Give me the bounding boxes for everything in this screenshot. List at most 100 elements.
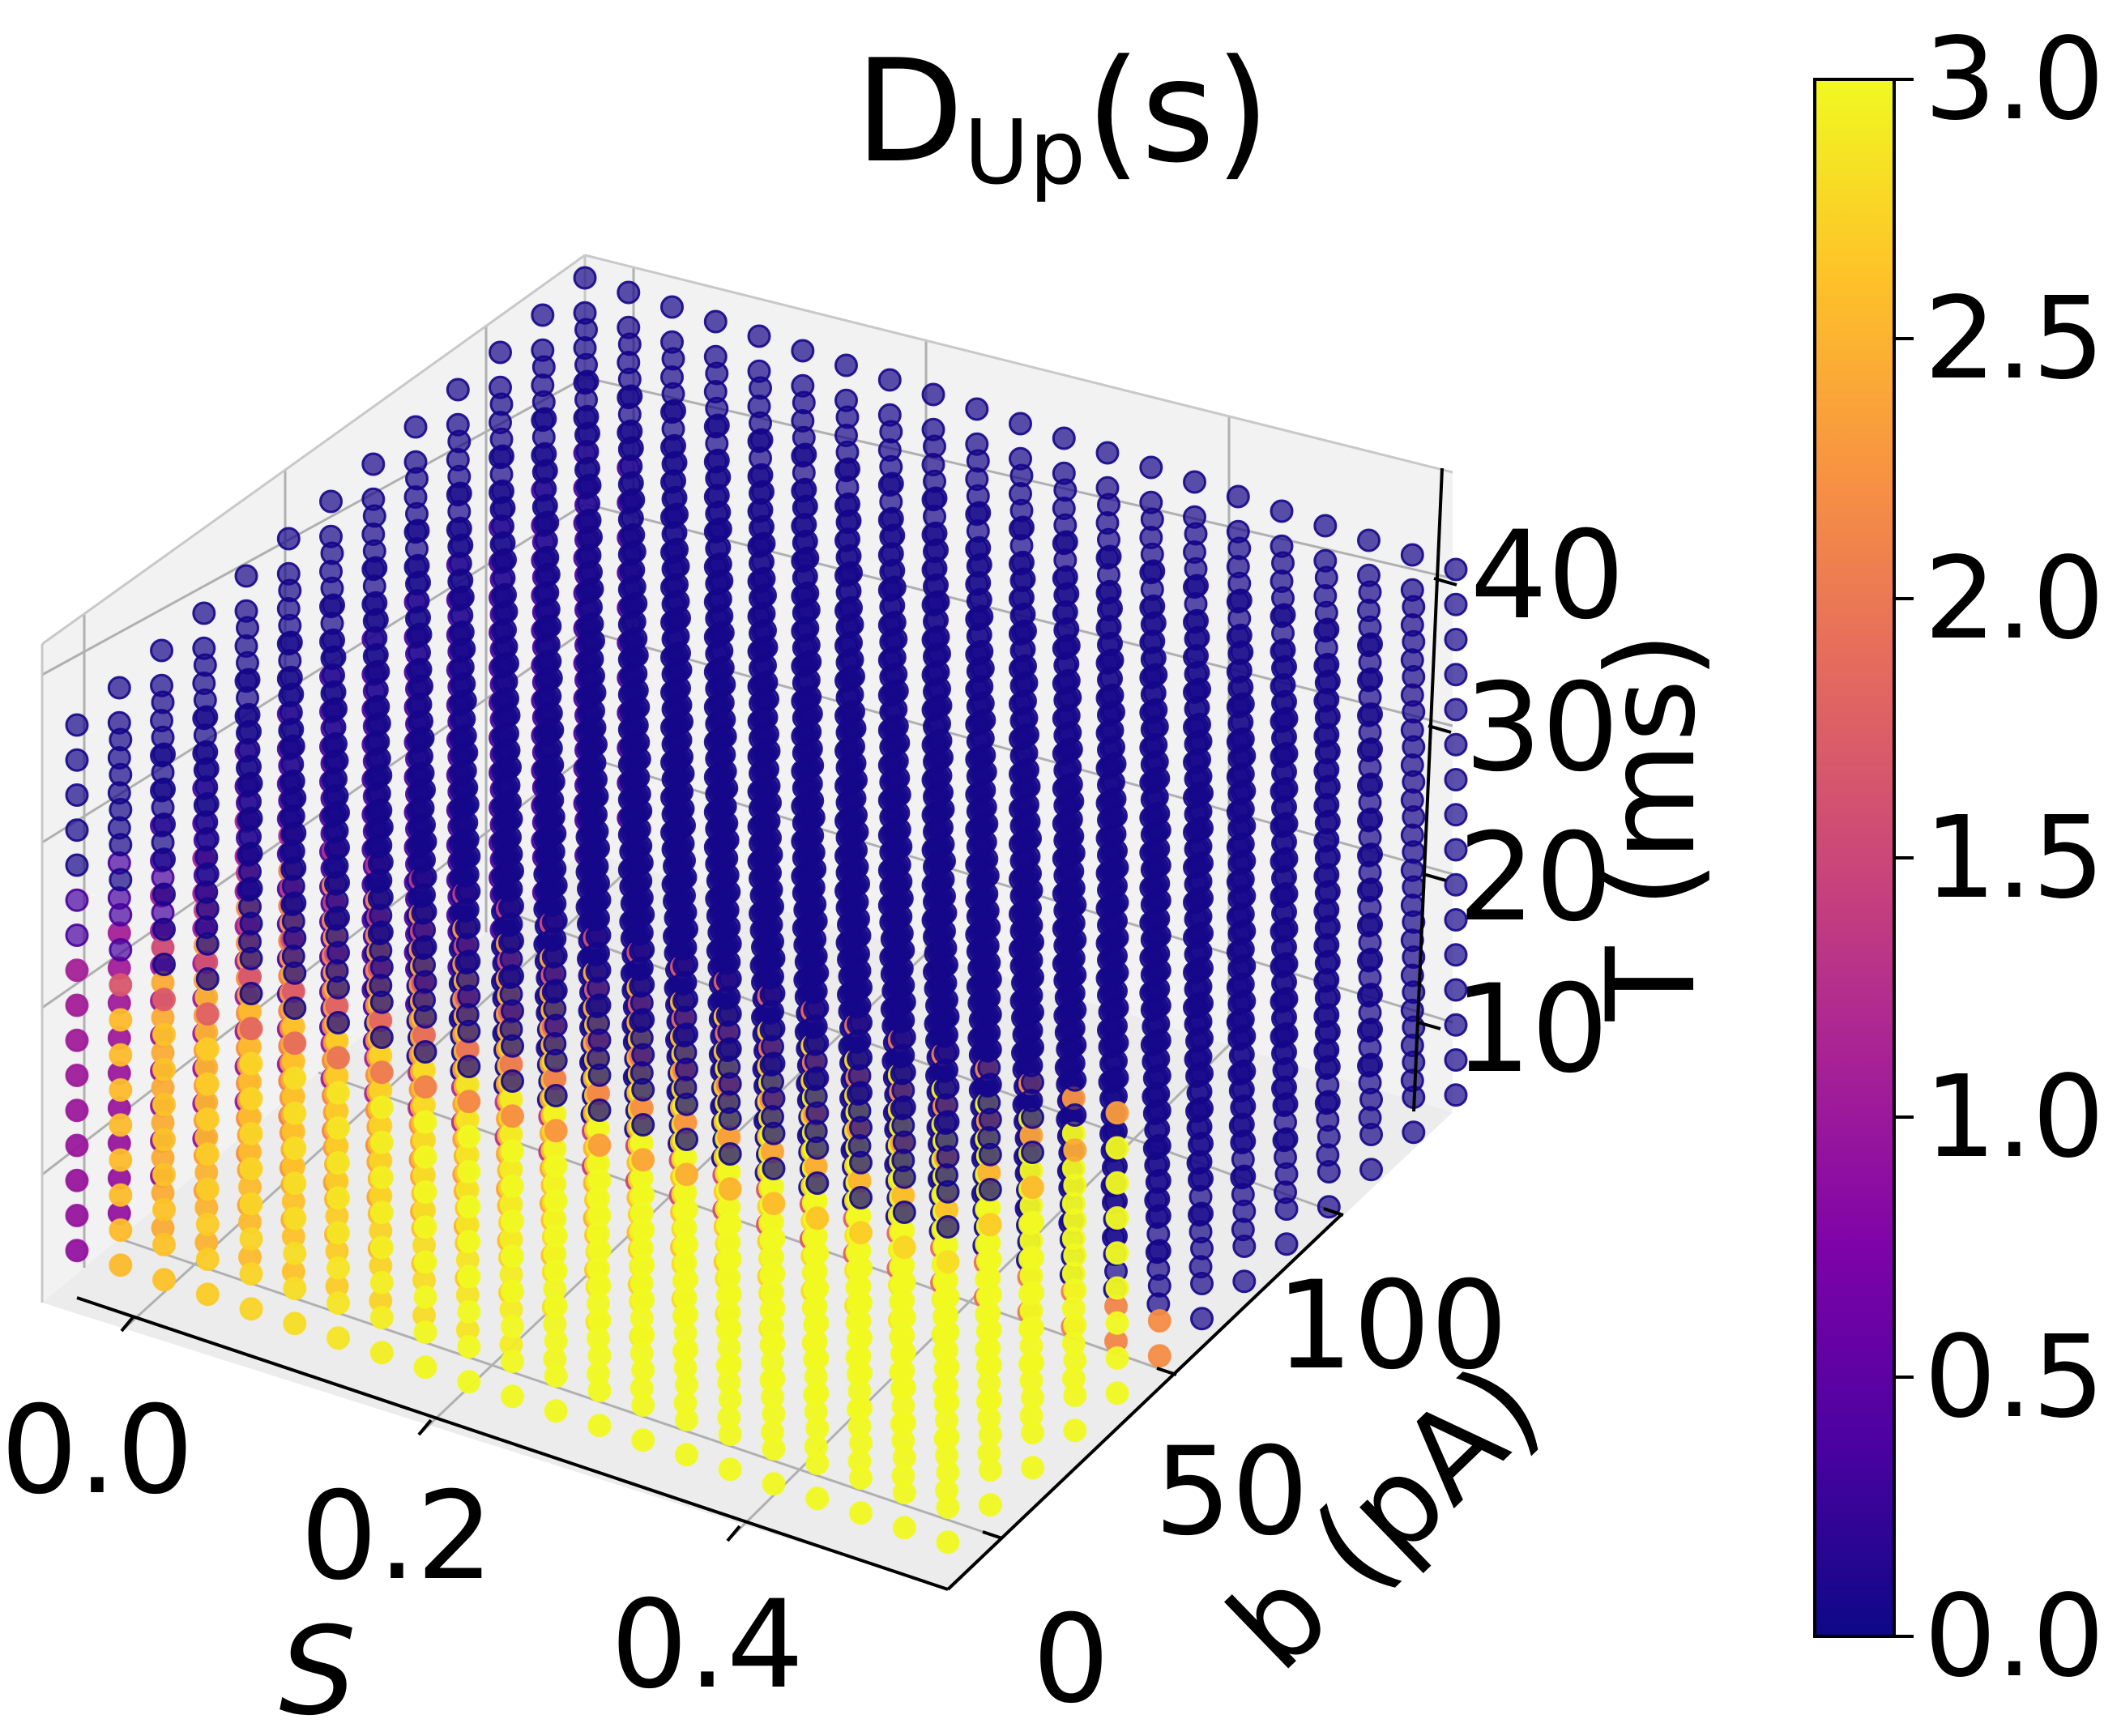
scatter-point <box>661 347 685 371</box>
scatter-point <box>935 953 958 977</box>
scatter-point <box>1190 1236 1214 1260</box>
scatter-point <box>805 1171 830 1195</box>
scatter-point <box>413 1320 437 1344</box>
scatter-point <box>1061 789 1085 813</box>
scatter-point <box>280 682 305 706</box>
scatter-point <box>622 540 647 564</box>
colorbar: 0.0 0.5 1.0 1.5 2.0 2.5 3.0 <box>1813 14 2104 1703</box>
scatter-point <box>675 917 698 941</box>
scatter-point <box>283 1277 307 1300</box>
scatter-point <box>195 897 220 921</box>
scatter-point <box>283 926 307 950</box>
scatter-point <box>283 1137 307 1160</box>
y-tick-label-0: 0 <box>1032 1589 1109 1730</box>
scatter-point <box>849 1361 873 1385</box>
scatter-point <box>1021 1456 1044 1480</box>
scatter-point <box>1444 1083 1468 1107</box>
scatter-point <box>152 742 176 766</box>
scatter-point <box>1317 915 1341 939</box>
scatter-point <box>152 1022 176 1047</box>
scatter-point <box>1271 551 1295 575</box>
scatter-point <box>457 844 481 868</box>
scatter-point <box>629 851 654 875</box>
scatter-point <box>408 622 433 646</box>
scatter-point <box>1190 1096 1214 1120</box>
scatter-point <box>1227 536 1252 561</box>
scatter-point <box>501 859 524 883</box>
scatter-point <box>761 894 784 919</box>
scatter-point <box>1270 499 1294 523</box>
scatter-point <box>1274 812 1299 836</box>
scatter-point <box>675 1268 698 1291</box>
scatter-point <box>496 651 519 676</box>
scatter-point <box>933 901 958 925</box>
scatter-point <box>1232 884 1257 908</box>
scatter-point <box>805 1206 830 1231</box>
scatter-point <box>675 1022 698 1047</box>
scatter-point <box>369 1166 394 1189</box>
scatter-point <box>326 871 350 894</box>
scatter-point <box>1228 588 1253 612</box>
scatter-point <box>631 1043 655 1067</box>
scatter-point <box>152 987 176 1012</box>
scatter-point <box>849 975 873 1000</box>
scatter-point <box>369 885 394 909</box>
scatter-point <box>539 666 563 690</box>
scatter-point <box>801 805 826 830</box>
scatter-point <box>671 761 695 786</box>
scatter-point <box>65 1098 89 1123</box>
scatter-point <box>152 1057 176 1081</box>
scatter-point <box>936 1110 960 1134</box>
scatter-point <box>762 1157 786 1180</box>
scatter-point <box>933 849 956 873</box>
scatter-point <box>65 1028 89 1052</box>
scatter-point <box>675 952 698 976</box>
scatter-point <box>978 967 1002 992</box>
scatter-point <box>239 771 263 795</box>
scatter-point <box>805 1416 830 1440</box>
scatter-point <box>1444 943 1468 967</box>
scatter-point <box>1105 855 1129 880</box>
scatter-point <box>972 708 997 732</box>
scatter-point <box>1444 803 1468 827</box>
scatter-point <box>501 999 524 1023</box>
scatter-point <box>713 724 737 749</box>
scatter-point <box>838 509 862 533</box>
scatter-point <box>544 908 568 932</box>
scatter-point <box>880 471 904 496</box>
scatter-point <box>890 886 914 911</box>
scatter-point <box>575 369 600 394</box>
scatter-point <box>369 1026 394 1049</box>
scatter-point <box>369 955 394 979</box>
scatter-point <box>109 902 133 927</box>
scatter-point <box>326 1046 350 1070</box>
scatter-point <box>1147 889 1171 912</box>
scatter-point <box>1063 1418 1087 1443</box>
scatter-point <box>109 973 133 997</box>
scatter-point <box>457 1195 481 1218</box>
scatter-point <box>501 1104 524 1128</box>
scatter-point <box>803 857 827 881</box>
scatter-point <box>501 1244 524 1269</box>
y-tick-mark-2 <box>1323 1207 1344 1217</box>
scatter-point <box>1056 582 1080 606</box>
colorbar-tick-label-2: 1.0 <box>1924 1051 2104 1184</box>
scatter-point <box>936 1075 960 1098</box>
scatter-point <box>749 428 774 452</box>
scatter-point <box>849 1290 873 1315</box>
scatter-point <box>936 1285 960 1309</box>
scatter-point <box>325 749 349 773</box>
scatter-point <box>1274 706 1299 731</box>
scatter-point <box>978 1142 1002 1167</box>
scatter-point <box>663 399 686 423</box>
scatter-point <box>1402 875 1426 899</box>
scatter-point <box>1147 1239 1171 1263</box>
scatter-point <box>1105 1381 1129 1405</box>
scatter-point <box>195 967 220 991</box>
scatter-point <box>65 818 89 842</box>
scatter-point <box>758 791 782 815</box>
scatter-point <box>448 481 472 505</box>
scatter-point <box>501 1209 524 1233</box>
scatter-point <box>751 480 775 504</box>
scatter-point <box>675 1443 698 1467</box>
